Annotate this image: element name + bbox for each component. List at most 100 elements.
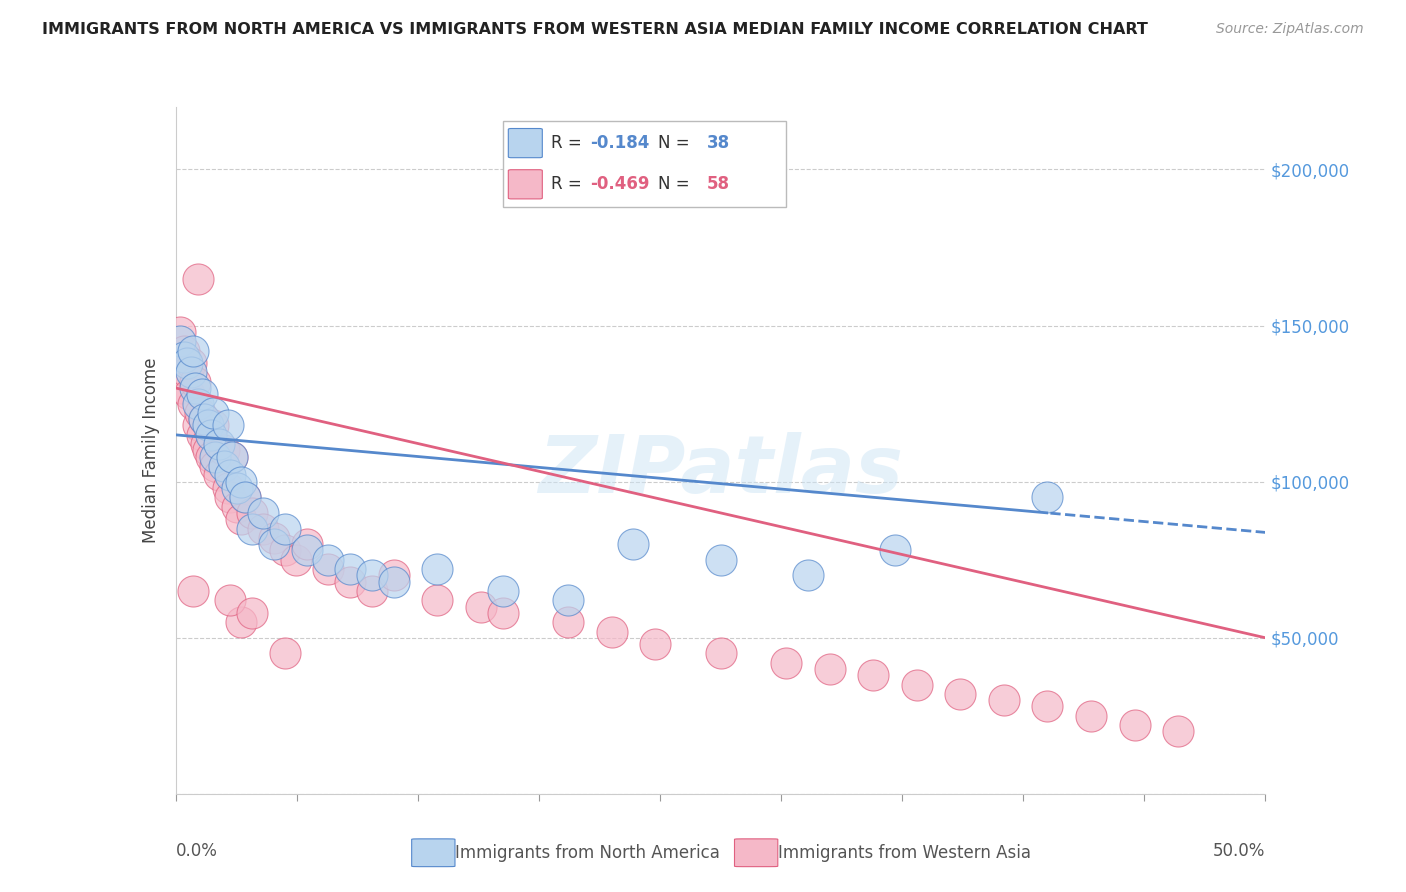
Point bbox=[212, 458, 235, 473]
Point bbox=[225, 481, 247, 495]
Point bbox=[200, 450, 222, 464]
Point bbox=[197, 443, 219, 458]
Point bbox=[252, 506, 274, 520]
Point bbox=[200, 427, 222, 442]
Point bbox=[274, 521, 297, 535]
Point bbox=[184, 381, 207, 395]
Point bbox=[644, 637, 666, 651]
Point bbox=[470, 599, 492, 614]
Point bbox=[1036, 490, 1059, 504]
Point bbox=[240, 606, 263, 620]
Point bbox=[557, 615, 579, 630]
Point bbox=[177, 387, 200, 401]
Point bbox=[186, 396, 209, 410]
Point bbox=[186, 418, 209, 433]
FancyBboxPatch shape bbox=[412, 838, 456, 867]
Point bbox=[252, 521, 274, 535]
Point bbox=[318, 552, 340, 567]
Point bbox=[173, 350, 195, 364]
Point bbox=[208, 468, 231, 483]
Point bbox=[208, 437, 231, 451]
Point bbox=[775, 656, 797, 670]
Point bbox=[169, 325, 191, 339]
Point bbox=[295, 537, 318, 551]
Point bbox=[1036, 699, 1059, 714]
Point bbox=[949, 687, 972, 701]
Text: IMMIGRANTS FROM NORTH AMERICA VS IMMIGRANTS FROM WESTERN ASIA MEDIAN FAMILY INCO: IMMIGRANTS FROM NORTH AMERICA VS IMMIGRA… bbox=[42, 22, 1149, 37]
Point bbox=[339, 574, 361, 589]
Point bbox=[191, 427, 214, 442]
Point bbox=[905, 678, 928, 692]
Point bbox=[197, 418, 219, 433]
Point bbox=[263, 537, 285, 551]
Point bbox=[382, 568, 405, 582]
Point bbox=[295, 543, 318, 558]
Point bbox=[181, 343, 204, 358]
Point bbox=[1080, 708, 1102, 723]
Point bbox=[221, 450, 243, 464]
Point bbox=[191, 387, 214, 401]
Point bbox=[193, 412, 215, 426]
Point bbox=[621, 537, 644, 551]
Point bbox=[184, 375, 207, 389]
Point bbox=[204, 458, 226, 473]
Point bbox=[201, 418, 224, 433]
Point bbox=[235, 490, 257, 504]
Point bbox=[180, 356, 202, 370]
Point bbox=[240, 521, 263, 535]
Point bbox=[201, 406, 224, 420]
Point bbox=[235, 490, 257, 504]
Point bbox=[240, 506, 263, 520]
Point bbox=[169, 334, 191, 348]
Point bbox=[284, 552, 307, 567]
Text: Immigrants from Western Asia: Immigrants from Western Asia bbox=[778, 844, 1031, 862]
Point bbox=[492, 583, 515, 598]
Point bbox=[231, 615, 253, 630]
Point bbox=[710, 552, 733, 567]
Point bbox=[993, 693, 1015, 707]
Point bbox=[231, 475, 253, 489]
Point bbox=[231, 512, 253, 526]
Point bbox=[219, 490, 242, 504]
Point bbox=[176, 366, 198, 380]
Text: 50.0%: 50.0% bbox=[1213, 842, 1265, 860]
Point bbox=[818, 662, 841, 676]
Point bbox=[492, 606, 515, 620]
Point bbox=[186, 271, 209, 285]
Point bbox=[360, 568, 382, 582]
Point bbox=[219, 593, 242, 607]
Point bbox=[318, 562, 340, 576]
Point bbox=[557, 593, 579, 607]
Point bbox=[360, 583, 382, 598]
Point bbox=[193, 412, 215, 426]
Point bbox=[173, 343, 195, 358]
Y-axis label: Median Family Income: Median Family Income bbox=[142, 358, 160, 543]
Point bbox=[710, 646, 733, 660]
Text: ZIPatlas: ZIPatlas bbox=[538, 432, 903, 510]
Point bbox=[176, 356, 198, 370]
Point bbox=[204, 450, 226, 464]
Point bbox=[172, 381, 194, 395]
Point bbox=[1123, 718, 1146, 732]
Point bbox=[217, 418, 239, 433]
Point bbox=[1167, 724, 1189, 739]
Point bbox=[600, 624, 623, 639]
Point bbox=[339, 562, 361, 576]
Text: Source: ZipAtlas.com: Source: ZipAtlas.com bbox=[1216, 22, 1364, 37]
Point bbox=[862, 668, 884, 682]
Point bbox=[796, 568, 818, 582]
Point bbox=[382, 574, 405, 589]
Point bbox=[181, 396, 204, 410]
Point bbox=[180, 366, 202, 380]
Point bbox=[188, 406, 211, 420]
Text: Immigrants from North America: Immigrants from North America bbox=[456, 844, 720, 862]
Point bbox=[219, 468, 242, 483]
Text: 0.0%: 0.0% bbox=[176, 842, 218, 860]
Point bbox=[217, 481, 239, 495]
Point bbox=[426, 562, 449, 576]
Point bbox=[263, 531, 285, 545]
Point bbox=[274, 543, 297, 558]
Point bbox=[426, 593, 449, 607]
Point bbox=[225, 500, 247, 514]
Point bbox=[884, 543, 907, 558]
